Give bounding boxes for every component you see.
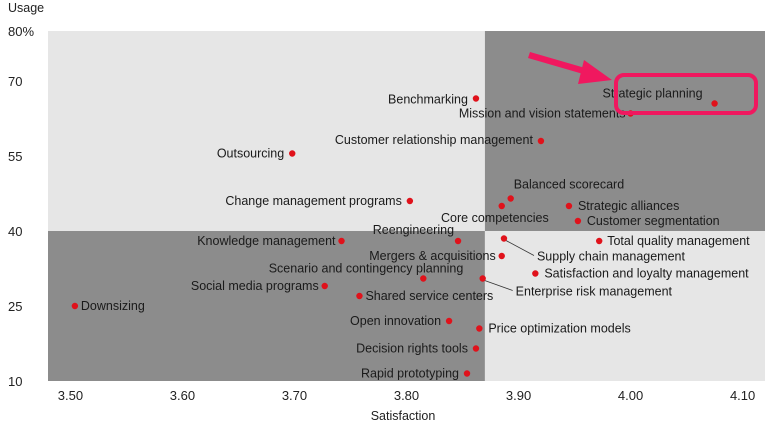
data-point-label: Satisfaction and loyalty management: [544, 267, 749, 281]
data-point-label: Shared service centers: [365, 289, 493, 303]
quadrant-top-left: [48, 31, 485, 231]
y-tick-label: 55: [8, 149, 22, 164]
y-axis-title: Usage: [8, 1, 44, 15]
quadrant-bottom-right: [484, 231, 765, 381]
data-point: [595, 237, 603, 245]
x-axis-ticks: 3.50 3.60 3.70 3.80 3.90 4.00 4.10: [58, 388, 756, 403]
x-tick-label: 4.00: [618, 388, 643, 403]
data-point: [445, 317, 453, 325]
data-point-label: Strategic planning: [603, 87, 703, 101]
y-tick-label: 80%: [8, 24, 34, 39]
data-point: [420, 275, 427, 282]
data-point: [507, 195, 514, 202]
data-point-label: Scenario and contingency planning: [269, 262, 464, 276]
y-tick-label: 70: [8, 74, 22, 89]
leader-line: [484, 280, 513, 291]
data-point: [472, 345, 480, 352]
quadrant-bottom-left: [48, 231, 485, 381]
data-point: [71, 302, 79, 310]
data-point-label: Supply chain management: [537, 250, 686, 264]
data-point: [356, 292, 363, 300]
x-tick-label: 4.10: [730, 388, 755, 403]
x-axis-title: Satisfaction: [371, 409, 436, 423]
data-point: [321, 282, 328, 290]
data-point-label: Price optimization models: [488, 322, 630, 336]
highlight-arrowhead: [578, 60, 612, 84]
data-point: [463, 370, 471, 377]
data-point: [476, 325, 483, 332]
data-point-label: Downsizing: [81, 299, 145, 313]
data-point: [711, 100, 718, 107]
data-point: [338, 237, 345, 245]
data-point-label: Mission and vision statements: [459, 107, 626, 121]
data-point-label: Decision rights tools: [356, 342, 468, 356]
quadrant-top-right: [484, 31, 765, 231]
x-tick-label: 3.80: [394, 388, 419, 403]
data-point: [537, 137, 545, 145]
axis-labels: Usage Satisfaction: [8, 1, 435, 423]
data-point: [565, 202, 573, 210]
x-tick-label: 3.70: [282, 388, 307, 403]
data-point: [454, 237, 462, 245]
x-tick-label: 3.50: [58, 388, 83, 403]
x-tick-label: 3.60: [170, 388, 195, 403]
data-point: [500, 235, 508, 242]
data-point: [406, 197, 414, 205]
y-axis-ticks: 80% 70 55 40 25 10: [8, 24, 34, 389]
data-point: [574, 217, 582, 225]
data-point: [479, 275, 486, 282]
data-point-label: Open innovation: [350, 314, 441, 328]
data-point: [498, 202, 505, 210]
data-point-label: Reengineering: [373, 223, 454, 237]
data-point-label: Social media programs: [191, 279, 319, 293]
data-point: [472, 95, 480, 102]
data-point-label: Strategic alliances: [578, 199, 679, 213]
data-point-label: Mergers & acquisitions: [369, 249, 495, 263]
data-point-label: Rapid prototyping: [361, 367, 459, 381]
leader-line: [505, 240, 535, 256]
data-point: [532, 270, 539, 277]
highlight-arrow: [528, 52, 592, 76]
y-tick-label: 10: [8, 374, 22, 389]
data-point-label: Customer relationship management: [335, 133, 534, 147]
y-tick-label: 40: [8, 224, 22, 239]
data-point-label: Change management programs: [225, 194, 402, 208]
data-points: Strategic planning Mission and vision sta…: [71, 87, 750, 381]
y-tick-label: 25: [8, 299, 22, 314]
quadrant-background: [48, 31, 765, 381]
data-point-label: Knowledge management: [197, 234, 336, 248]
data-point-label: Customer segmentation: [587, 214, 720, 228]
data-point-label: Outsourcing: [217, 147, 284, 161]
data-point-label: Core competencies: [441, 211, 549, 225]
data-point: [498, 252, 505, 260]
data-point-label: Total quality management: [607, 234, 750, 248]
data-point: [289, 150, 296, 157]
data-point-label: Balanced scorecard: [514, 178, 625, 192]
x-tick-label: 3.90: [506, 388, 531, 403]
data-point-label: Enterprise risk management: [516, 285, 673, 299]
highlight-annotation: [528, 52, 758, 115]
data-point-label: Benchmarking: [388, 93, 468, 107]
highlight-box: [614, 73, 758, 115]
